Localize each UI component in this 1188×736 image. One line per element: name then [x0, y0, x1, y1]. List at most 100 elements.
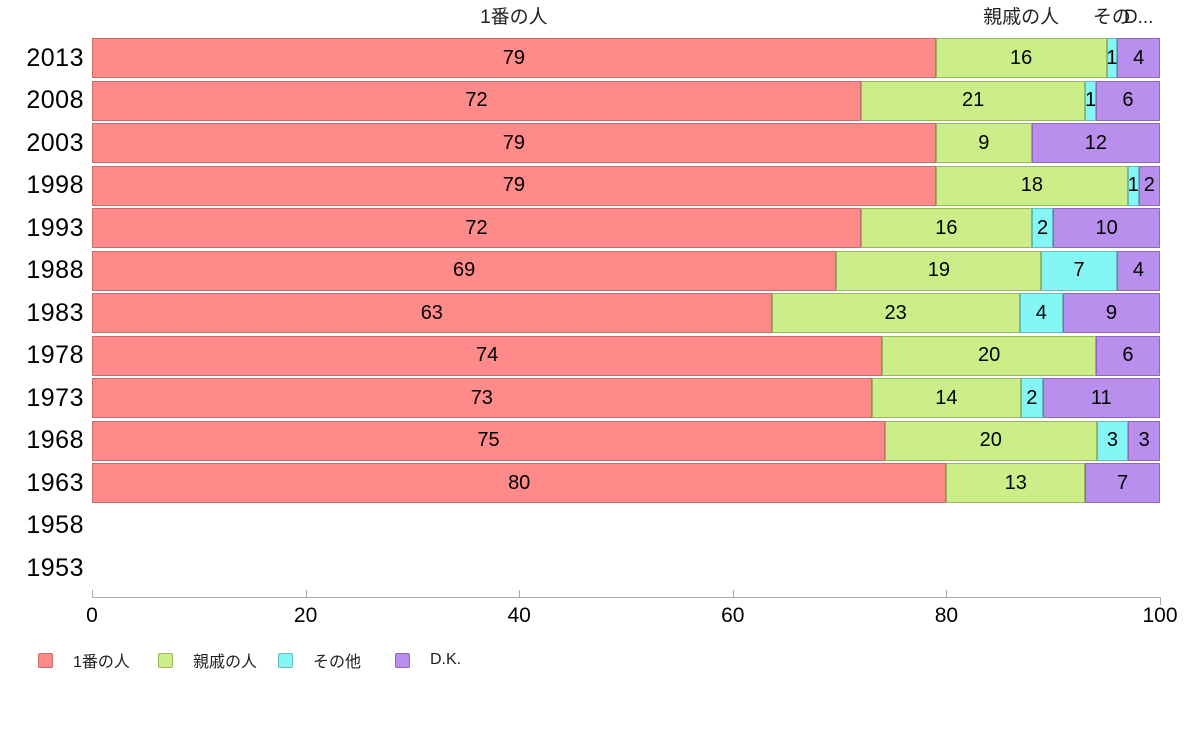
bar-segment: 4	[1019, 293, 1063, 333]
year-label-text: 1958	[26, 511, 84, 539]
bar-segment: 1	[1127, 165, 1139, 206]
x-axis	[92, 597, 1161, 598]
x-axis-tick	[92, 590, 93, 597]
x-axis-tick	[1160, 597, 1161, 605]
x-axis-tick	[305, 590, 307, 597]
year-label: 1973	[0, 378, 84, 418]
bar-row: 73 14 2 11	[92, 378, 1160, 418]
bar-value-label: 13	[1004, 471, 1027, 494]
bar-value-label: 79	[502, 46, 525, 69]
bar-value-label: 1	[1085, 89, 1097, 111]
bar-segment: 80	[92, 463, 947, 503]
series-top-label: その	[1092, 7, 1131, 28]
bar-row: 72 16 2 10	[92, 208, 1160, 248]
bar-value-label: 2	[1026, 386, 1038, 409]
year-label: 1983	[0, 293, 84, 333]
bar-segment: 3	[1128, 420, 1160, 461]
bar-segment: 12	[1031, 123, 1160, 163]
legend-swatch	[395, 652, 410, 668]
year-label: 1963	[0, 463, 84, 503]
legend-item: その他	[278, 651, 362, 671]
legend-swatch	[38, 652, 53, 668]
bar-value-label: 7	[1117, 471, 1129, 494]
bar-segment: 6	[1095, 335, 1160, 376]
bar-segment: 79	[92, 123, 936, 163]
bar-value-label: 23	[884, 301, 907, 324]
bar-segment: 2	[1031, 208, 1054, 248]
bar-segment: 69	[92, 250, 837, 291]
bar-value-label: 16	[935, 216, 958, 239]
bar-row: 63 23 4 9	[92, 293, 1160, 333]
bar-value-label: 4	[1132, 259, 1144, 281]
year-label: 2008	[0, 81, 84, 121]
bar-value-label: 14	[935, 386, 958, 409]
legend-label: その他	[313, 654, 362, 671]
bar-segment: 74	[92, 335, 883, 376]
bar-row: 74 20 6	[92, 335, 1160, 376]
bar-segment: 4	[1117, 38, 1160, 78]
bar-segment: 2	[1021, 378, 1043, 418]
bar-segment: 63	[92, 293, 772, 333]
legend-label: D.K.	[430, 651, 462, 668]
year-label-text: 1953	[26, 553, 84, 582]
bar-value-label: 4	[1133, 46, 1145, 69]
year-label-text: 1993	[26, 213, 84, 242]
bar-segment: 7	[1041, 250, 1117, 291]
bar-segment: 3	[1096, 420, 1129, 461]
bar-segment: 14	[871, 378, 1022, 418]
bar-value-label: 75	[477, 429, 500, 451]
x-axis-tick	[519, 590, 521, 597]
bar-segment: 4	[1116, 250, 1160, 291]
legend-item: 親戚の人	[158, 651, 257, 671]
bar-value-label: 4	[1035, 301, 1047, 324]
bar-row: 79 16 1 4	[92, 38, 1160, 78]
year-label-text: 2003	[26, 128, 84, 157]
bar-value-label: 1	[1106, 46, 1118, 69]
bar-value-label: 2	[1143, 174, 1155, 196]
year-label-text: 1968	[26, 426, 84, 454]
year-label-text: 2008	[26, 86, 84, 114]
bar-segment: 72	[92, 80, 861, 121]
legend-item: D.K.	[395, 651, 461, 669]
year-label-text: 1988	[26, 256, 84, 284]
bar-value-label: 3	[1138, 429, 1150, 451]
bar-segment: 9	[935, 123, 1032, 163]
bar-value-label: 11	[1090, 386, 1112, 409]
bar-segment: 9	[1062, 293, 1160, 333]
legend-label: 1番の人	[73, 654, 130, 671]
bar-segment: 75	[92, 420, 886, 461]
bar-row: 75 20 3 3	[92, 420, 1160, 461]
bar-segment: 20	[885, 420, 1097, 461]
bar-value-label: 72	[465, 216, 488, 239]
x-axis-tick-label: 100	[1142, 604, 1178, 627]
bar-value-label: 2	[1036, 216, 1049, 239]
year-label: 1958	[0, 506, 84, 546]
bar-value-label: 74	[476, 344, 499, 366]
year-label: 1978	[0, 336, 84, 376]
x-axis-tick-label: 20	[293, 604, 318, 627]
bar-row: 72 21 1 6	[92, 80, 1160, 121]
bar-value-label: 6	[1122, 89, 1134, 111]
bar-value-label: 73	[470, 386, 493, 409]
bar-value-label: 9	[978, 131, 990, 154]
legend: 1番の人 親戚の人 その他 D.K.	[0, 651, 1188, 671]
bar-value-label: 79	[502, 174, 525, 196]
bar-segment: 16	[935, 38, 1107, 78]
bar-value-label: 1	[1127, 174, 1139, 196]
bar-segment: 1	[1106, 38, 1118, 78]
x-axis-tick	[732, 590, 734, 597]
bar-value-label: 6	[1122, 344, 1134, 366]
bar-row: 79 18 1 2	[92, 165, 1160, 206]
bar-segment: 13	[946, 463, 1086, 503]
year-label-text: 2013	[26, 43, 84, 72]
bar-value-label: 63	[420, 301, 443, 324]
bar-segment: 1	[1085, 80, 1097, 121]
x-axis-tick	[946, 590, 948, 597]
x-axis-tick-label: 0	[86, 604, 98, 627]
bar-segment: 20	[882, 335, 1096, 376]
bar-value-label: 12	[1084, 131, 1108, 154]
bar-row: 79 9 12	[92, 123, 1160, 163]
bar-value-label: 16	[1010, 46, 1033, 69]
bar-segment: 79	[92, 38, 936, 78]
